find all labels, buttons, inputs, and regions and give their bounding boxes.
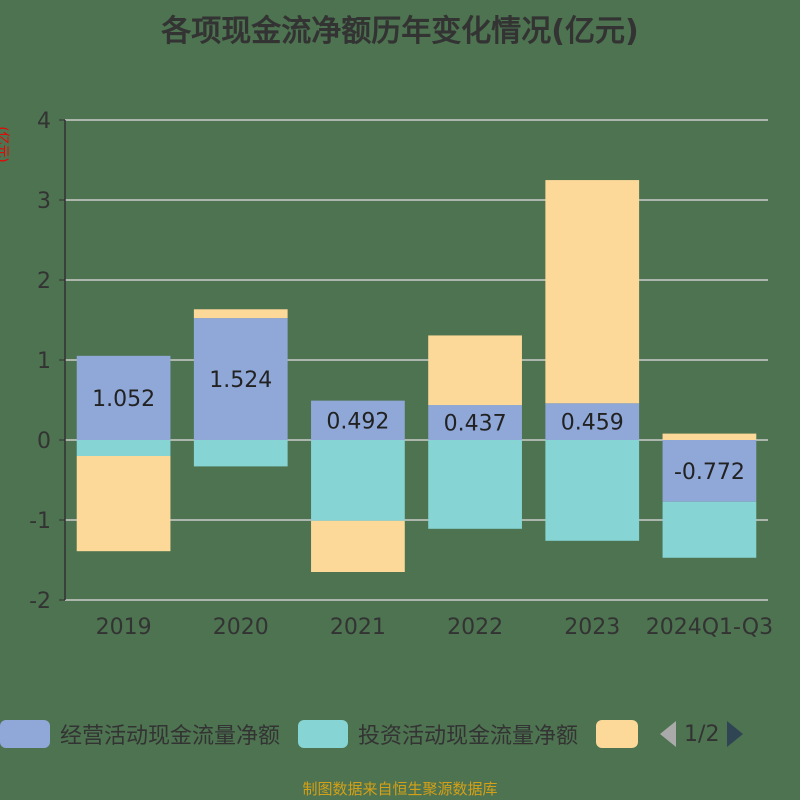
data-label: -0.772 — [674, 460, 745, 485]
legend-item-investing[interactable]: 投资活动现金流量净额 — [298, 718, 578, 750]
y-tick-label: 2 — [37, 269, 51, 294]
legend-page-indicator: 1/2 — [684, 721, 720, 747]
bar-2 — [545, 440, 640, 541]
data-label: 0.459 — [561, 411, 624, 436]
next-page-icon[interactable] — [725, 719, 745, 749]
bar-3 — [545, 180, 640, 404]
prev-page-icon[interactable] — [658, 719, 678, 749]
y-tick-label: 0 — [37, 429, 51, 454]
y-tick-label: -1 — [29, 509, 51, 534]
x-tick-label: 2024Q1-Q3 — [646, 615, 773, 640]
legend-swatch — [298, 720, 349, 748]
x-tick-label: 2021 — [330, 615, 386, 640]
bar-2 — [662, 501, 757, 558]
bar-3 — [662, 433, 757, 440]
bar-3 — [311, 520, 405, 572]
bar-1 — [193, 318, 288, 440]
legend-label: 经营活动现金流量净额 — [60, 724, 281, 749]
legend-item-operating[interactable]: 经营活动现金流量净额 — [0, 718, 280, 750]
y-tick-label: -2 — [29, 589, 51, 614]
bar-2 — [311, 440, 405, 521]
x-tick-label: 2019 — [96, 615, 152, 640]
y-tick-label: 1 — [37, 349, 51, 374]
data-label: 1.052 — [92, 387, 155, 412]
legend-item-third[interactable] — [596, 720, 648, 748]
data-label: 1.524 — [209, 368, 272, 393]
y-tick-label: 3 — [37, 189, 51, 214]
legend: 经营活动现金流量净额 投资活动现金流量净额 1/2 — [0, 716, 745, 752]
chart: -2 -1 0 1 2 3 4 1.052 2019 1.524 2020 0.492 2021 0.43… — [29, 109, 773, 640]
bar-3 — [428, 335, 522, 406]
bar-1 — [545, 403, 640, 440]
legend-swatch — [596, 720, 639, 748]
x-tick-label: 2023 — [564, 615, 620, 640]
data-label: 0.492 — [326, 409, 389, 434]
bar-3 — [76, 456, 171, 552]
bar-3 — [193, 309, 288, 319]
bar-1 — [311, 400, 405, 440]
bar-2 — [428, 440, 522, 529]
x-tick-label: 2020 — [213, 615, 269, 640]
bar-1 — [428, 405, 522, 440]
legend-label: 投资活动现金流量净额 — [358, 724, 579, 749]
y-tick-label: 4 — [37, 109, 51, 134]
chart-title: 各项现金流净额历年变化情况(亿元) — [161, 14, 639, 49]
legend-swatch — [0, 720, 50, 748]
source-note: 制图数据来自恒生聚源数据库 — [302, 780, 498, 798]
bar-1 — [662, 440, 757, 502]
bar-2 — [76, 440, 171, 456]
bar-1 — [76, 355, 171, 440]
bar-2 — [193, 440, 288, 467]
x-tick-label: 2022 — [447, 615, 503, 640]
data-label: 0.437 — [444, 412, 507, 437]
